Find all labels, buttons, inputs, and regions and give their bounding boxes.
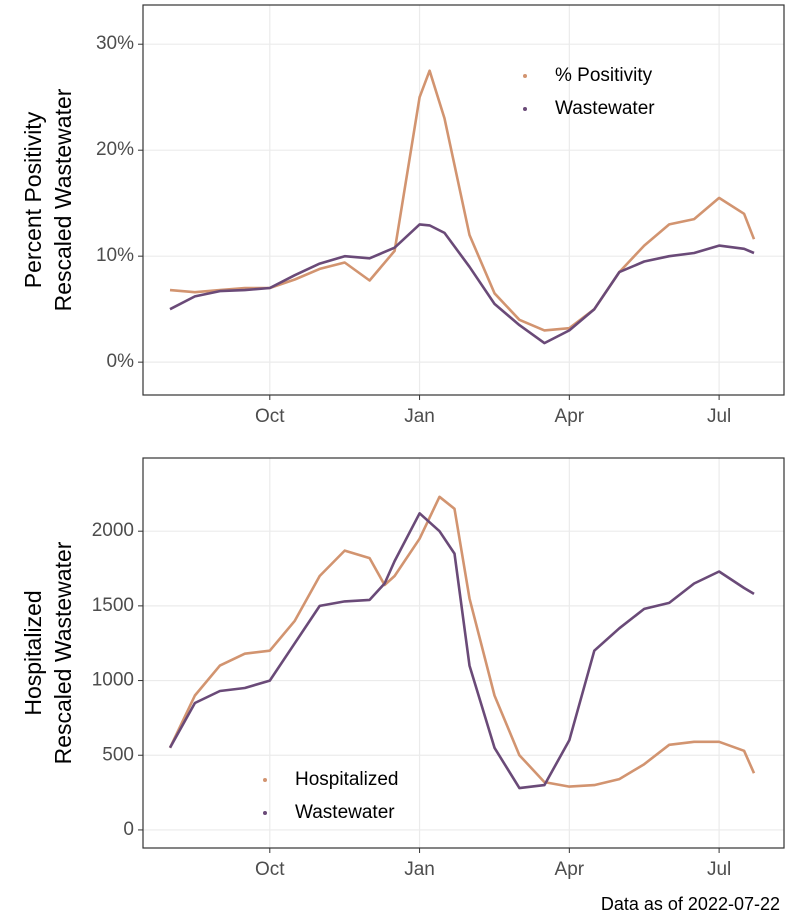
y-tick-label: 1000 (92, 670, 134, 691)
x-tick-label: Oct (255, 859, 285, 880)
series-line (168, 511, 755, 790)
y-tick-label: 500 (102, 744, 134, 765)
x-tick-label: Jul (707, 859, 731, 880)
y-tick-label: 2000 (92, 520, 134, 541)
y-axis-label: Rescaled Wastewater (50, 541, 76, 764)
legend-symbol (263, 778, 267, 782)
legend-label: Wastewater (295, 802, 395, 823)
panel-background (143, 458, 784, 848)
legend-symbol (263, 811, 267, 815)
x-tick-label: Apr (555, 406, 585, 427)
y-tick-label: 0 (123, 819, 134, 840)
y-tick-label: 20% (96, 139, 134, 160)
series-line (168, 495, 756, 788)
legend-label: Hospitalized (295, 769, 399, 790)
panel-background (143, 5, 784, 395)
legend-symbol (523, 74, 527, 78)
legend-label: % Positivity (555, 65, 653, 86)
y-tick-label: 30% (96, 33, 134, 54)
x-tick-label: Oct (255, 406, 285, 427)
caption: Data as of 2022-07-22 (601, 894, 780, 914)
series-line (169, 223, 755, 345)
y-tick-label: 1500 (92, 595, 134, 616)
x-tick-label: Apr (555, 859, 585, 880)
legend-symbol (523, 107, 527, 111)
y-tick-label: 10% (96, 245, 134, 266)
x-tick-label: Jul (707, 406, 731, 427)
y-tick-label: 0% (107, 351, 135, 372)
y-axis-label: Hospitalized (20, 590, 46, 715)
panel-border (142, 457, 785, 849)
x-tick-label: Jan (404, 406, 435, 427)
legend-label: Wastewater (555, 98, 655, 119)
panel-border (142, 4, 785, 396)
x-tick-label: Jan (404, 859, 435, 880)
y-axis-label: Percent Positivity (20, 111, 46, 288)
y-axis-label: Rescaled Wastewater (50, 88, 76, 311)
